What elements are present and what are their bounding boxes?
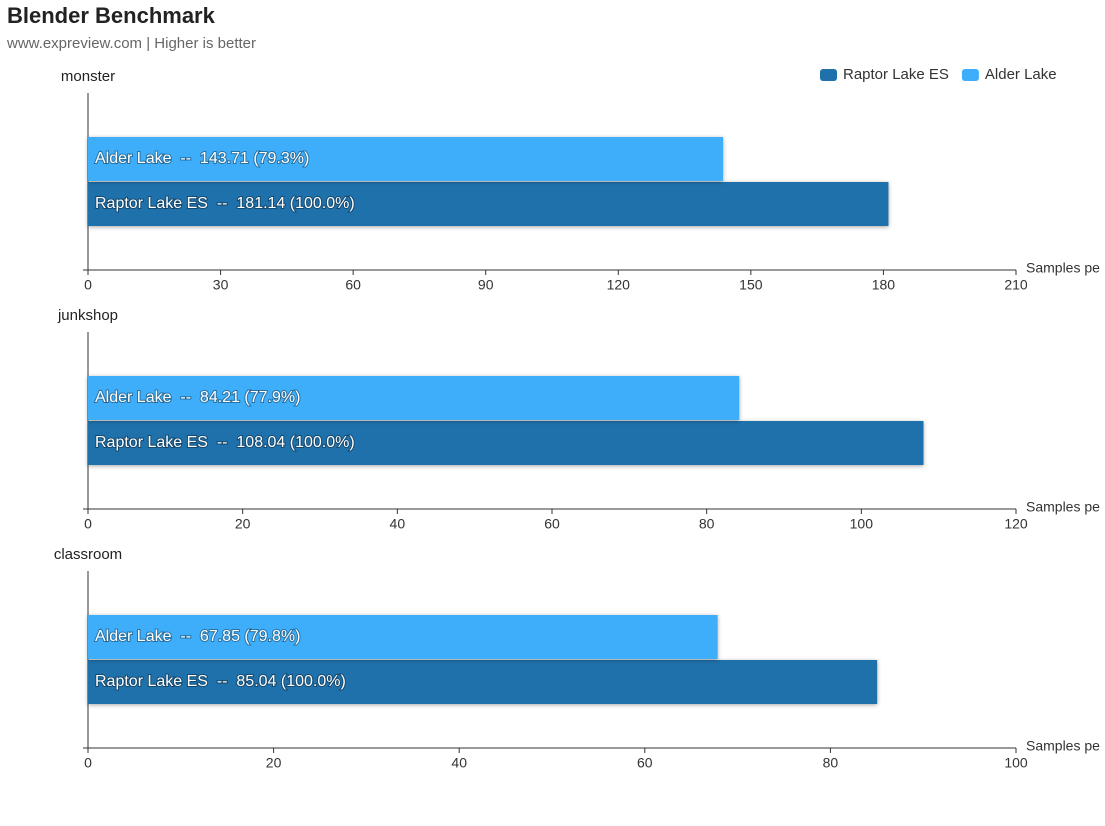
x-tick-label: 80 xyxy=(823,755,839,771)
bar-label: Alder Lake -- 67.85 (79.8%) xyxy=(95,628,300,645)
bar-label: Alder Lake -- 143.71 (79.3%) xyxy=(95,150,309,167)
bar xyxy=(88,421,924,465)
x-tick-label: 80 xyxy=(699,516,715,532)
x-tick-label: 100 xyxy=(850,516,874,532)
x-tick-label: 60 xyxy=(345,277,361,293)
x-tick-label: 210 xyxy=(1004,277,1028,293)
bar xyxy=(88,376,740,420)
x-tick-label: 150 xyxy=(739,277,763,293)
x-tick-label: 60 xyxy=(544,516,560,532)
x-tick-label: 100 xyxy=(1004,755,1028,771)
x-tick-label: 40 xyxy=(451,755,467,771)
x-tick-label: 40 xyxy=(390,516,406,532)
bar xyxy=(88,137,724,181)
x-tick-label: 60 xyxy=(637,755,653,771)
panel-title: classroom xyxy=(54,546,122,563)
x-tick-label: 0 xyxy=(84,277,92,293)
legend-swatch xyxy=(961,69,979,81)
bar xyxy=(88,182,889,226)
chart-title: Blender Benchmark xyxy=(7,3,216,28)
x-tick-label: 20 xyxy=(266,755,282,771)
x-axis-label: Samples pe xyxy=(1026,738,1100,754)
bar-label: Alder Lake -- 84.21 (77.9%) xyxy=(95,389,300,406)
legend-swatch xyxy=(820,69,837,81)
x-tick-label: 20 xyxy=(235,516,251,532)
bar-label: Raptor Lake ES -- 181.14 (100.0%) xyxy=(95,195,355,212)
x-tick-label: 30 xyxy=(213,277,229,293)
chart-subtitle: www.expreview.com | Higher is better xyxy=(6,35,256,52)
legend-label: Alder Lake xyxy=(985,66,1057,83)
x-axis-label: Samples pe xyxy=(1026,260,1100,276)
x-tick-label: 0 xyxy=(84,755,92,771)
panel-title: junkshop xyxy=(57,307,118,324)
legend-label: Raptor Lake ES xyxy=(843,66,949,83)
bar-label: Raptor Lake ES -- 108.04 (100.0%) xyxy=(95,434,355,451)
x-tick-label: 90 xyxy=(478,277,494,293)
bar-label: Raptor Lake ES -- 85.04 (100.0%) xyxy=(95,673,346,690)
bar xyxy=(88,615,718,659)
bar xyxy=(88,660,878,704)
x-tick-label: 180 xyxy=(872,277,896,293)
x-tick-label: 120 xyxy=(607,277,631,293)
x-axis-label: Samples pe xyxy=(1026,499,1100,515)
panel-title: monster xyxy=(61,68,115,85)
x-tick-label: 120 xyxy=(1004,516,1028,532)
x-tick-label: 0 xyxy=(84,516,92,532)
